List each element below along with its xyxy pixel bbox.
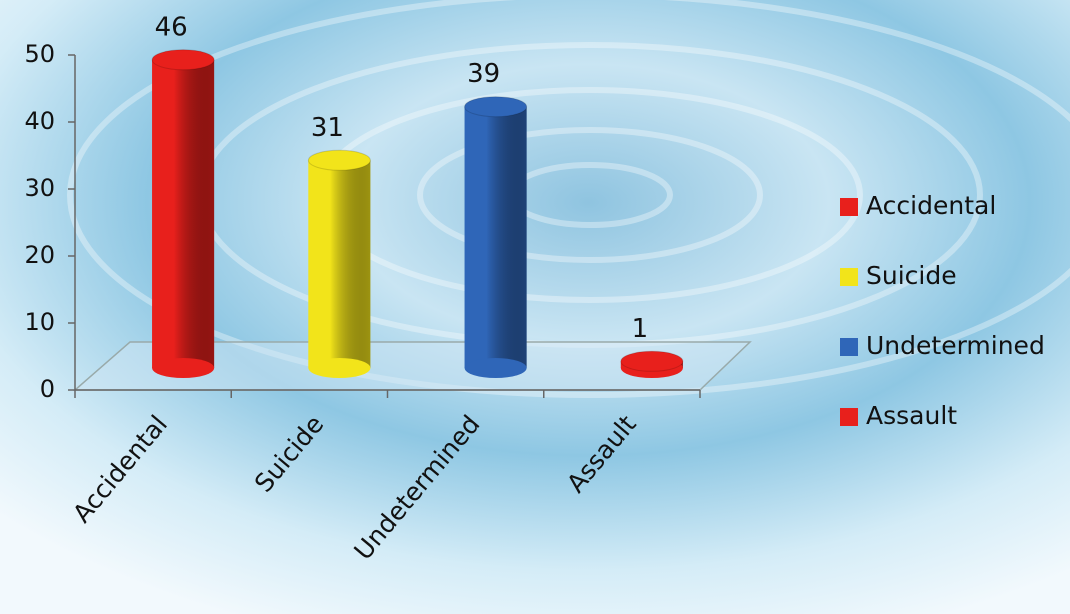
bar-shade	[152, 59, 215, 369]
bar-top	[151, 49, 215, 71]
bar-top	[464, 96, 528, 118]
y-tick-label: 10	[24, 308, 55, 336]
bar-top	[620, 350, 684, 372]
legend-label: Undetermined	[866, 331, 1045, 360]
legend-swatch	[840, 408, 858, 426]
y-tick-label: 50	[24, 40, 55, 68]
value-label: 1	[632, 314, 649, 344]
cylinder	[464, 96, 528, 378]
bar-shade	[464, 106, 527, 368]
value-label: 46	[155, 12, 188, 42]
legend-swatch	[840, 198, 858, 216]
cylinder	[307, 149, 371, 378]
cylinder	[620, 350, 684, 378]
bar-bottom	[464, 358, 527, 378]
bar-shade	[308, 160, 371, 368]
y-tick-label: 0	[40, 375, 55, 403]
bar-top	[307, 149, 371, 171]
y-tick-label: 30	[24, 174, 55, 202]
legend-label: Accidental	[866, 191, 996, 220]
value-label: 39	[467, 59, 500, 89]
value-label: 31	[311, 113, 344, 143]
legend-swatch	[840, 338, 858, 356]
bar-bottom	[152, 358, 215, 378]
cylinder	[151, 49, 215, 378]
bar-bottom	[308, 358, 371, 378]
legend-label: Suicide	[866, 261, 957, 290]
y-tick-label: 40	[24, 107, 55, 135]
legend-swatch	[840, 268, 858, 286]
legend-label: Assault	[866, 401, 957, 430]
y-tick-label: 20	[24, 241, 55, 269]
